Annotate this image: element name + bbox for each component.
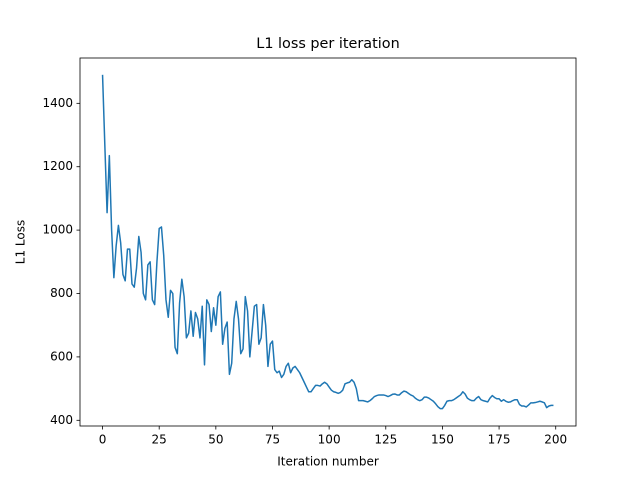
- y-tick-label: 1200: [42, 159, 73, 173]
- loss-line: [101, 74, 554, 410]
- plot-frame: [79, 57, 577, 427]
- chart-title: L1 loss per iteration: [256, 36, 399, 52]
- y-tick-label: 400: [50, 413, 73, 427]
- x-tick-label: 75: [265, 433, 280, 447]
- x-tick-label: 25: [152, 433, 167, 447]
- x-tick-label: 100: [318, 433, 341, 447]
- x-tick-label: 0: [99, 433, 107, 447]
- y-tick-label: 600: [50, 349, 73, 363]
- x-tick-label: 125: [374, 433, 397, 447]
- x-tick-label: 175: [488, 433, 511, 447]
- x-tick-label: 200: [544, 433, 567, 447]
- y-tick-label: 800: [50, 286, 73, 300]
- x-axis-label: Iteration number: [277, 455, 379, 469]
- x-tick-label: 150: [431, 433, 454, 447]
- x-tick-label: 50: [208, 433, 223, 447]
- y-tick-label: 1400: [42, 96, 73, 110]
- y-axis-label: L1 Loss: [14, 220, 28, 264]
- y-tick-label: 1000: [42, 223, 73, 237]
